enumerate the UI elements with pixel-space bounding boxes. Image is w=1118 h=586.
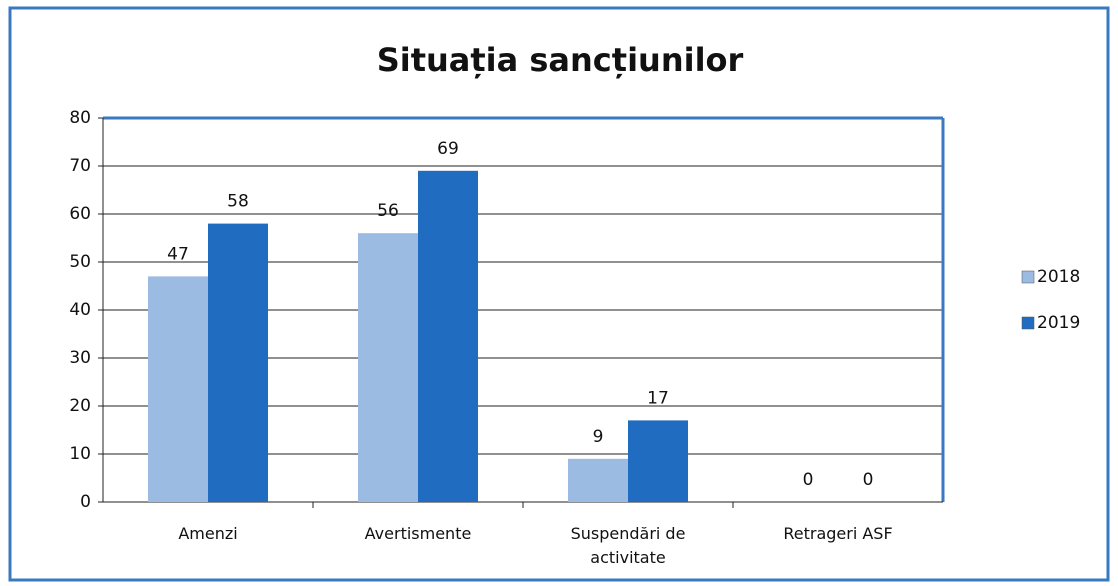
chart-title: Situația sancțiunilor [377, 41, 744, 79]
y-tick-label: 0 [80, 492, 91, 512]
bar [208, 223, 268, 502]
x-tick-label: Avertismente [364, 524, 472, 543]
value-label: 17 [647, 388, 669, 408]
x-tick-label: Retrageri ASF [783, 524, 893, 543]
value-label: 58 [227, 192, 249, 212]
y-tick-label: 10 [69, 444, 91, 464]
legend-label: 2018 [1037, 267, 1080, 287]
y-tick-label: 40 [69, 300, 91, 320]
value-label: 0 [803, 470, 814, 490]
legend-swatch [1021, 270, 1035, 284]
x-tick-label: Amenzi [178, 524, 238, 543]
y-tick-label: 80 [69, 108, 91, 128]
bar [568, 458, 628, 502]
y-tick-label: 30 [69, 348, 91, 368]
y-tick-label: 20 [69, 396, 91, 416]
value-label: 47 [167, 244, 189, 264]
x-tick-label: Suspendări de activitate [570, 524, 686, 567]
y-tick-label: 60 [69, 204, 91, 224]
y-tick-label: 70 [69, 156, 91, 176]
value-label: 0 [863, 470, 874, 490]
legend-swatch [1021, 316, 1035, 330]
bar [148, 276, 208, 502]
bar [358, 233, 418, 502]
value-label: 69 [437, 139, 459, 159]
y-tick-label: 50 [69, 252, 91, 272]
value-label: 56 [377, 201, 399, 221]
bar [418, 170, 478, 503]
legend-label: 2019 [1037, 313, 1080, 333]
bar [628, 420, 688, 502]
value-label: 9 [593, 427, 604, 447]
